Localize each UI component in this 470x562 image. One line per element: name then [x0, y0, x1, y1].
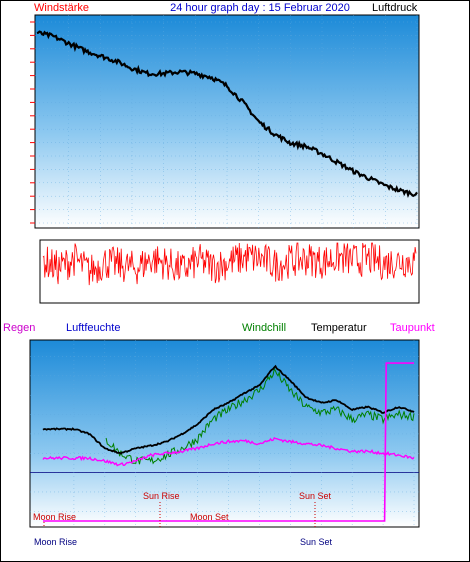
rain-line [43, 362, 414, 522]
label-regen: Regen [3, 322, 35, 334]
panel1-axes [30, 21, 35, 224]
header-luftdruck: Luftdruck [372, 2, 418, 14]
panel3-series [42, 362, 415, 522]
sun-set-label: Sun Set [299, 491, 332, 501]
header-title: 24 hour graph day : 15 Februar 2020 [170, 2, 350, 14]
windchill-line [105, 367, 415, 465]
header-windstaerke: Windstärke [34, 2, 89, 14]
temperature-line [42, 364, 415, 455]
label-temperatur: Temperatur [311, 322, 367, 334]
panel-temperature-humidity [29, 339, 420, 528]
label-windchill: Windchill [242, 322, 286, 334]
panel1-gridlines [35, 15, 419, 228]
sun-set-axis-label: Sun Set [300, 537, 333, 547]
moon-rise-label: Moon Rise [33, 512, 76, 522]
panel-wind-direction [39, 239, 420, 304]
pressure-line [36, 30, 418, 198]
astro-annotations: Moon Rise Sun Rise Moon Set Sun Set [33, 491, 332, 527]
panel2-series [42, 242, 417, 286]
moon-rise-axis-label: Moon Rise [34, 537, 77, 547]
label-luftfeuchte: Luftfeuchte [66, 322, 120, 334]
wind-direction-line [42, 242, 417, 286]
moon-set-label: Moon Set [190, 512, 229, 522]
label-taupunkt: Taupunkt [390, 322, 435, 334]
panel3-gridlines [30, 340, 419, 527]
sun-rise-label: Sun Rise [143, 491, 180, 501]
panel1-series [36, 30, 418, 198]
dewpoint-line [42, 436, 415, 467]
